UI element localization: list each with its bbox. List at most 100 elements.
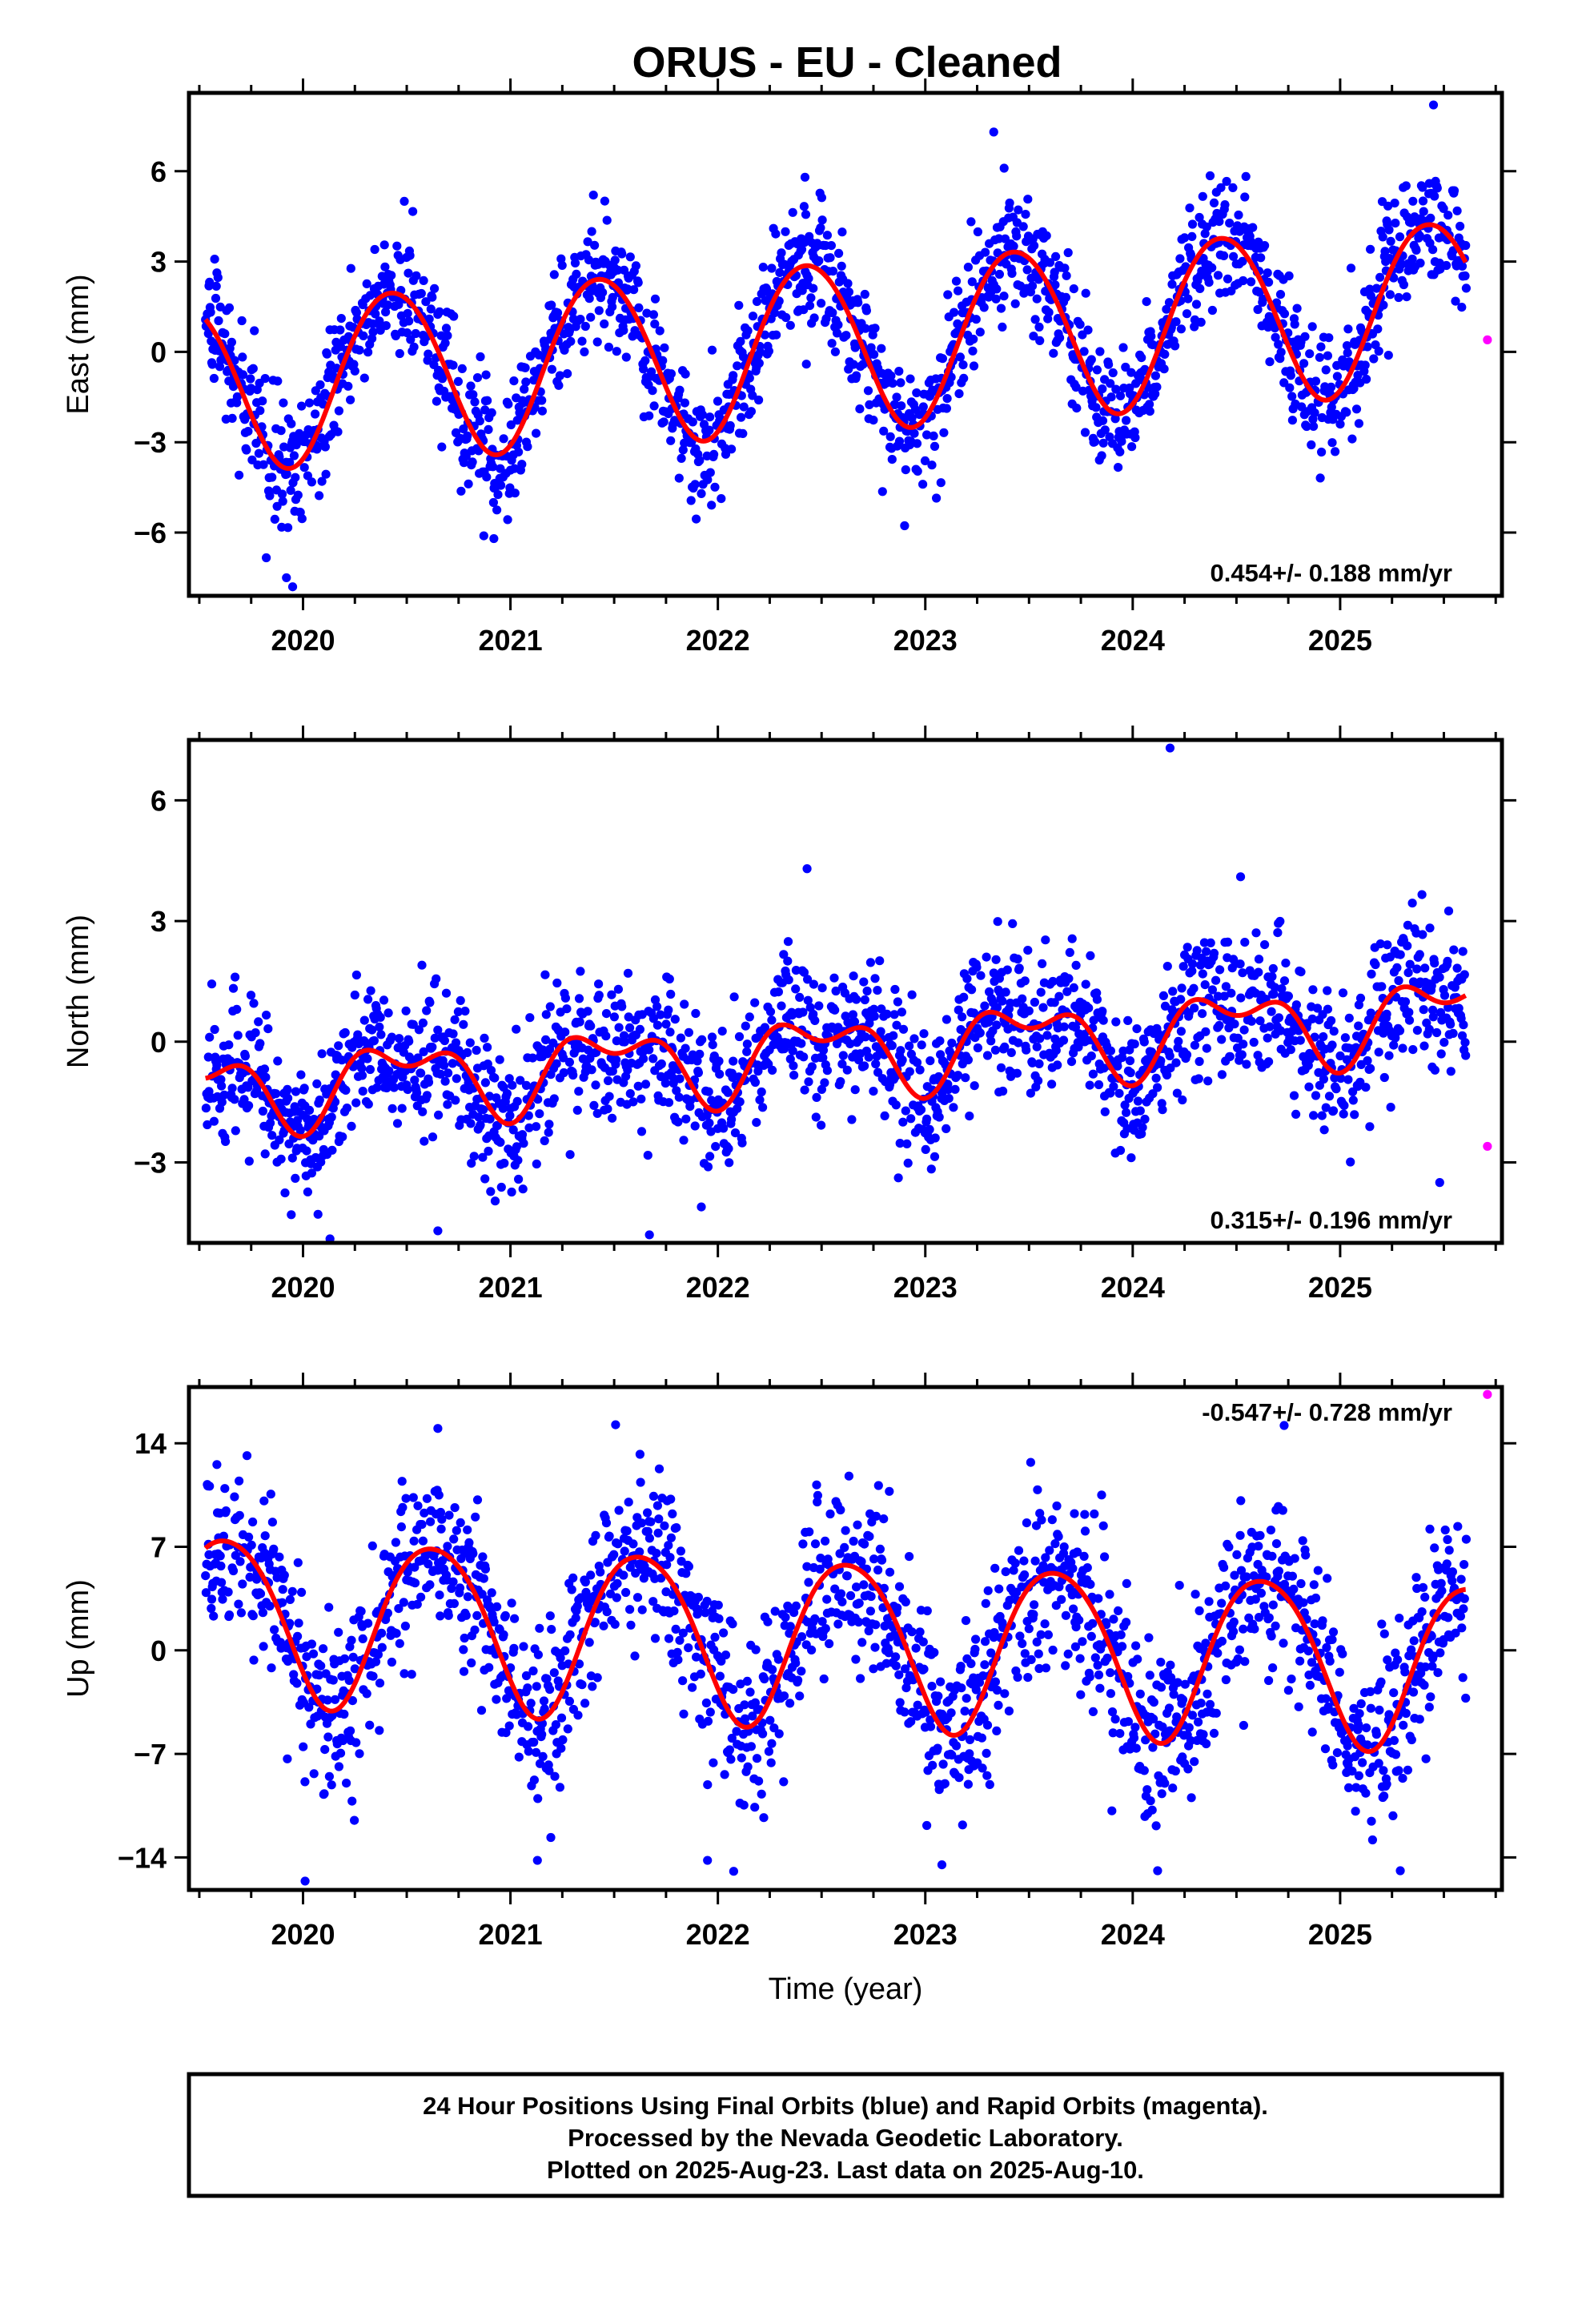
final-orbit-point xyxy=(1095,347,1105,356)
final-orbit-point xyxy=(905,374,915,384)
final-orbit-point xyxy=(972,963,982,972)
final-orbit-point xyxy=(649,401,659,411)
final-orbit-point xyxy=(659,417,669,427)
final-orbit-point xyxy=(478,1152,488,1162)
final-orbit-point xyxy=(754,395,764,405)
final-orbit-point xyxy=(387,1104,397,1113)
final-orbit-point xyxy=(1403,968,1413,978)
x-tick-label: 2023 xyxy=(893,624,958,657)
final-orbit-point xyxy=(664,1541,673,1550)
final-orbit-point xyxy=(348,1652,358,1662)
final-orbit-point xyxy=(625,1562,635,1572)
x-tick-label: 2021 xyxy=(479,624,543,657)
final-orbit-point xyxy=(467,1159,476,1168)
final-orbit-point xyxy=(611,1420,620,1429)
final-orbit-point xyxy=(485,1114,495,1124)
final-orbit-point xyxy=(463,1525,472,1534)
final-orbit-point xyxy=(971,1634,981,1644)
north-model-fit-line xyxy=(204,984,1468,1140)
final-orbit-point xyxy=(279,1570,289,1580)
final-orbit-point xyxy=(1022,1045,1031,1055)
final-orbit-point xyxy=(634,303,644,312)
y-tick-label: 0 xyxy=(151,1026,167,1059)
final-orbit-point xyxy=(453,376,464,386)
final-orbit-point xyxy=(430,283,440,293)
final-orbit-point xyxy=(644,1534,655,1543)
final-orbit-point xyxy=(650,995,661,1005)
final-orbit-point xyxy=(710,482,720,492)
final-orbit-point xyxy=(1327,1040,1337,1050)
final-orbit-point xyxy=(487,408,496,417)
final-orbit-point xyxy=(1153,1083,1162,1092)
final-orbit-point xyxy=(482,472,492,482)
final-orbit-point xyxy=(586,1021,596,1031)
final-orbit-point xyxy=(594,979,604,989)
final-orbit-point xyxy=(677,453,686,464)
final-orbit-point xyxy=(963,1779,973,1789)
final-orbit-point xyxy=(1215,965,1225,975)
final-orbit-point xyxy=(1420,963,1430,973)
final-orbit-point xyxy=(926,1715,935,1725)
final-orbit-point xyxy=(622,1526,632,1536)
final-orbit-point xyxy=(604,1076,613,1086)
final-orbit-point xyxy=(991,294,1001,304)
final-orbit-point xyxy=(760,330,770,340)
final-orbit-point xyxy=(283,1084,292,1094)
final-orbit-point xyxy=(992,1003,1002,1012)
final-orbit-point xyxy=(580,1577,590,1587)
final-orbit-point xyxy=(275,1552,284,1562)
final-orbit-point xyxy=(880,1621,889,1631)
final-orbit-point xyxy=(676,1033,686,1043)
final-orbit-point xyxy=(1133,1096,1143,1106)
final-orbit-point xyxy=(523,1683,532,1693)
final-orbit-point xyxy=(1044,308,1054,317)
final-orbit-point xyxy=(1404,1007,1414,1017)
final-orbit-point xyxy=(576,967,585,976)
final-orbit-point xyxy=(451,1096,460,1105)
final-orbit-point xyxy=(395,348,404,359)
final-orbit-point xyxy=(812,1092,821,1102)
final-orbit-point xyxy=(1363,342,1372,352)
final-orbit-point xyxy=(757,1087,766,1097)
final-orbit-point xyxy=(1281,959,1291,968)
final-orbit-point xyxy=(267,1131,277,1140)
final-orbit-point xyxy=(681,1569,691,1578)
final-orbit-point xyxy=(989,968,998,978)
final-orbit-point xyxy=(1067,934,1077,943)
final-orbit-point xyxy=(665,1027,675,1037)
final-orbit-point xyxy=(1241,171,1251,181)
final-orbit-point xyxy=(259,1064,270,1074)
final-orbit-point xyxy=(799,967,809,977)
final-orbit-point xyxy=(635,1024,645,1034)
final-orbit-point xyxy=(327,1145,337,1155)
final-orbit-point xyxy=(1460,1038,1470,1047)
final-orbit-point xyxy=(532,1159,541,1169)
final-orbit-point xyxy=(837,1597,847,1606)
final-orbit-point xyxy=(371,309,380,319)
final-orbit-point xyxy=(818,1053,828,1063)
final-orbit-point xyxy=(656,1059,666,1069)
final-orbit-point xyxy=(295,1125,305,1136)
final-orbit-point xyxy=(580,1699,590,1708)
final-orbit-point xyxy=(338,1132,347,1142)
final-orbit-point xyxy=(954,1005,963,1015)
final-orbit-point xyxy=(965,1112,974,1121)
final-orbit-point xyxy=(950,1084,960,1094)
final-orbit-point xyxy=(275,1135,284,1144)
final-orbit-point xyxy=(666,436,676,445)
final-orbit-point xyxy=(520,363,530,372)
final-orbit-point xyxy=(1383,201,1393,211)
final-orbit-point xyxy=(363,1618,373,1628)
final-orbit-point xyxy=(674,1092,684,1102)
final-orbit-point xyxy=(791,984,801,994)
final-orbit-point xyxy=(387,271,396,280)
final-orbit-point xyxy=(1292,304,1302,313)
final-orbit-point xyxy=(706,1127,716,1136)
final-orbit-point xyxy=(1285,383,1295,392)
final-orbit-point xyxy=(624,1498,633,1507)
final-orbit-point xyxy=(954,389,964,399)
final-orbit-point xyxy=(1459,1020,1468,1030)
final-orbit-point xyxy=(365,291,375,300)
final-orbit-point xyxy=(311,409,320,419)
